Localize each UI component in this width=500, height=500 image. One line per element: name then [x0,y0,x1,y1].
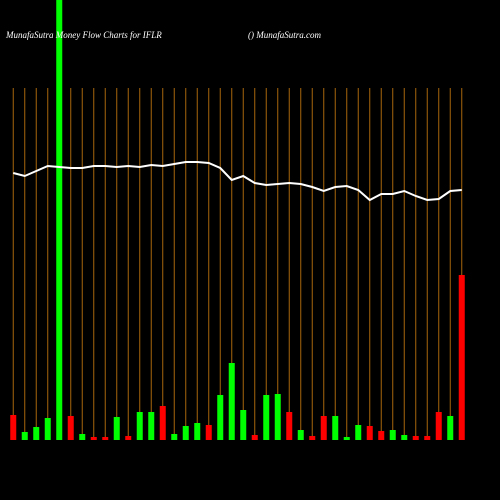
bar [332,416,339,440]
bar [79,434,86,440]
bar [297,430,304,440]
bar [366,426,373,440]
chart-title: MunafaSutra Money Flow Charts for IFLR [5,30,162,40]
bar [309,436,316,440]
bar [355,425,362,440]
bar [102,437,109,440]
bar [21,432,28,440]
bar [171,434,178,440]
bar [205,425,212,440]
bar [251,435,258,440]
bar [136,412,143,440]
site-name: () MunafaSutra.com [248,30,321,40]
bar [90,437,97,440]
bar [274,394,281,440]
bar [286,412,293,440]
bar [182,426,189,440]
money-flow-line [12,161,462,202]
bar [159,406,166,440]
bar [67,416,74,440]
bar [240,410,247,440]
bar [113,417,120,440]
bar [263,395,270,440]
bar [389,430,396,440]
bar [148,412,155,440]
bar [56,0,63,440]
bar [228,363,235,440]
grid [12,88,463,440]
bar [378,431,385,440]
bar [447,416,454,440]
bar [424,436,431,440]
marks [10,0,465,440]
bar [343,437,350,440]
bar [412,436,419,440]
bar [217,395,224,440]
bar [125,436,132,440]
bar [33,427,40,440]
bar [44,418,51,440]
bar [401,435,408,440]
bar [458,275,465,440]
bar [435,412,442,440]
bar [320,416,327,440]
bar [10,415,17,440]
bar [194,423,201,440]
